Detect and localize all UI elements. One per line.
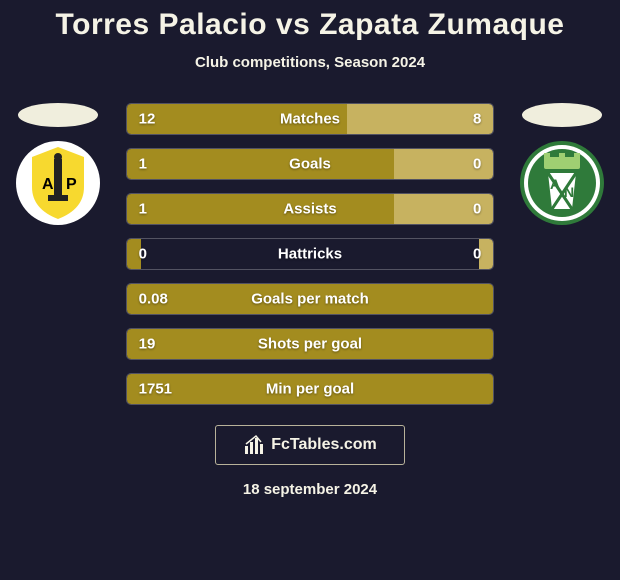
stat-label: Assists (283, 201, 336, 218)
svg-text:P: P (66, 176, 77, 193)
svg-text:A: A (42, 176, 54, 193)
stat-value-left: 12 (139, 111, 156, 128)
club-right-svg: A N (518, 139, 606, 227)
page-title: Torres Palacio vs Zapata Zumaque (0, 8, 620, 42)
stat-label: Matches (280, 111, 340, 128)
stat-row: Matches 12 8 (126, 103, 495, 135)
player-left-column: A P (8, 103, 108, 227)
player-right-column: A N (512, 103, 612, 227)
oil-tower-icon (54, 159, 62, 199)
footer-date: 18 september 2024 (0, 481, 620, 498)
flag-left (18, 103, 98, 127)
brand-text: FcTables.com (271, 436, 377, 454)
stat-label: Goals (289, 156, 331, 173)
stat-value-right: 0 (473, 201, 481, 218)
svg-text:A: A (550, 176, 560, 192)
club-left-svg: A P (14, 139, 102, 227)
stat-value-right: 0 (473, 156, 481, 173)
stat-value-left: 1 (139, 156, 147, 173)
stat-value-right: 8 (473, 111, 481, 128)
comparison-content: A P Matches 12 8 Goals 1 0 Assists 1 0 Hattricks 0… (0, 103, 620, 405)
stat-label: Min per goal (266, 381, 354, 398)
subtitle: Club competitions, Season 2024 (0, 54, 620, 71)
stat-label: Hattricks (278, 246, 342, 263)
stat-value-left: 1 (139, 201, 147, 218)
stat-fill-left (127, 194, 395, 224)
stat-label: Shots per goal (258, 336, 362, 353)
stat-row: Min per goal 1751 (126, 373, 495, 405)
stat-value-left: 1751 (139, 381, 172, 398)
club-badge-right: A N (518, 139, 606, 227)
stat-row: Hattricks 0 0 (126, 238, 495, 270)
club-badge-left: A P (14, 139, 102, 227)
chart-icon (243, 434, 265, 456)
stat-row: Goals 1 0 (126, 148, 495, 180)
stat-label: Goals per match (251, 291, 369, 308)
stat-fill-left (127, 149, 395, 179)
brand-logo[interactable]: FcTables.com (215, 425, 405, 465)
infographic-container: Torres Palacio vs Zapata Zumaque Club co… (0, 0, 620, 580)
stat-row: Goals per match 0.08 (126, 283, 495, 315)
stat-value-left: 0.08 (139, 291, 168, 308)
svg-text:N: N (564, 184, 574, 200)
flag-right (522, 103, 602, 127)
stat-row: Assists 1 0 (126, 193, 495, 225)
stat-row: Shots per goal 19 (126, 328, 495, 360)
stat-value-left: 19 (139, 336, 156, 353)
stats-bars: Matches128Goals10Assists10Hattricks00Goa… (126, 103, 495, 405)
stat-value-left: 0 (139, 246, 147, 263)
stat-fill-right (347, 104, 494, 134)
stat-value-right: 0 (473, 246, 481, 263)
